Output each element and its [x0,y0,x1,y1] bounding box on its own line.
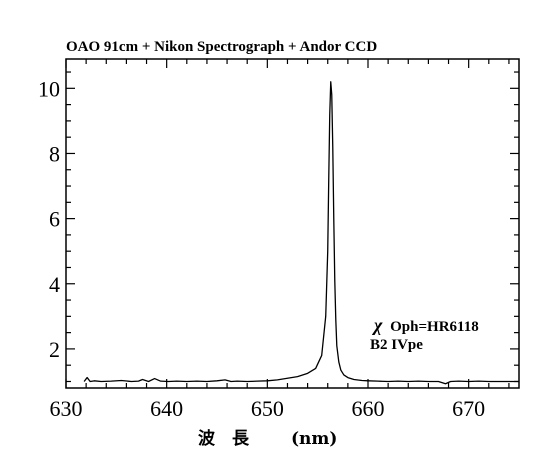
x-tick-label: 630 [50,396,83,421]
y-tick-label: 6 [49,207,60,232]
star-name: Oph=HR6118 [390,319,479,335]
x-tick-label: 660 [352,396,385,421]
y-tick-label: 2 [49,337,60,362]
axis-ticks [65,59,519,388]
x-tick-label: 650 [251,396,284,421]
y-tick-label: 8 [49,141,60,166]
chart-title: OAO 91cm + Nikon Spectrograph + Andor CC… [66,39,377,55]
x-tick-labels: 630 640 650 660 670 [50,396,486,421]
x-axis-label-cjk: 波 長 [198,428,250,449]
chi-symbol: χ [371,315,383,335]
plot-frame [65,58,520,389]
y-tick-labels: 2 4 6 8 10 [38,76,60,362]
spectrum-line [83,81,519,385]
star-annotation-line1: χ Oph=HR6118 [371,315,479,335]
y-tick-label: 4 [49,272,60,297]
x-axis-label-unit: (nm) [291,429,337,449]
x-tick-label: 670 [452,396,485,421]
y-tick-label: 10 [38,76,60,101]
star-annotation-line2: B2 IVpe [370,337,423,353]
x-tick-label: 640 [150,396,183,421]
